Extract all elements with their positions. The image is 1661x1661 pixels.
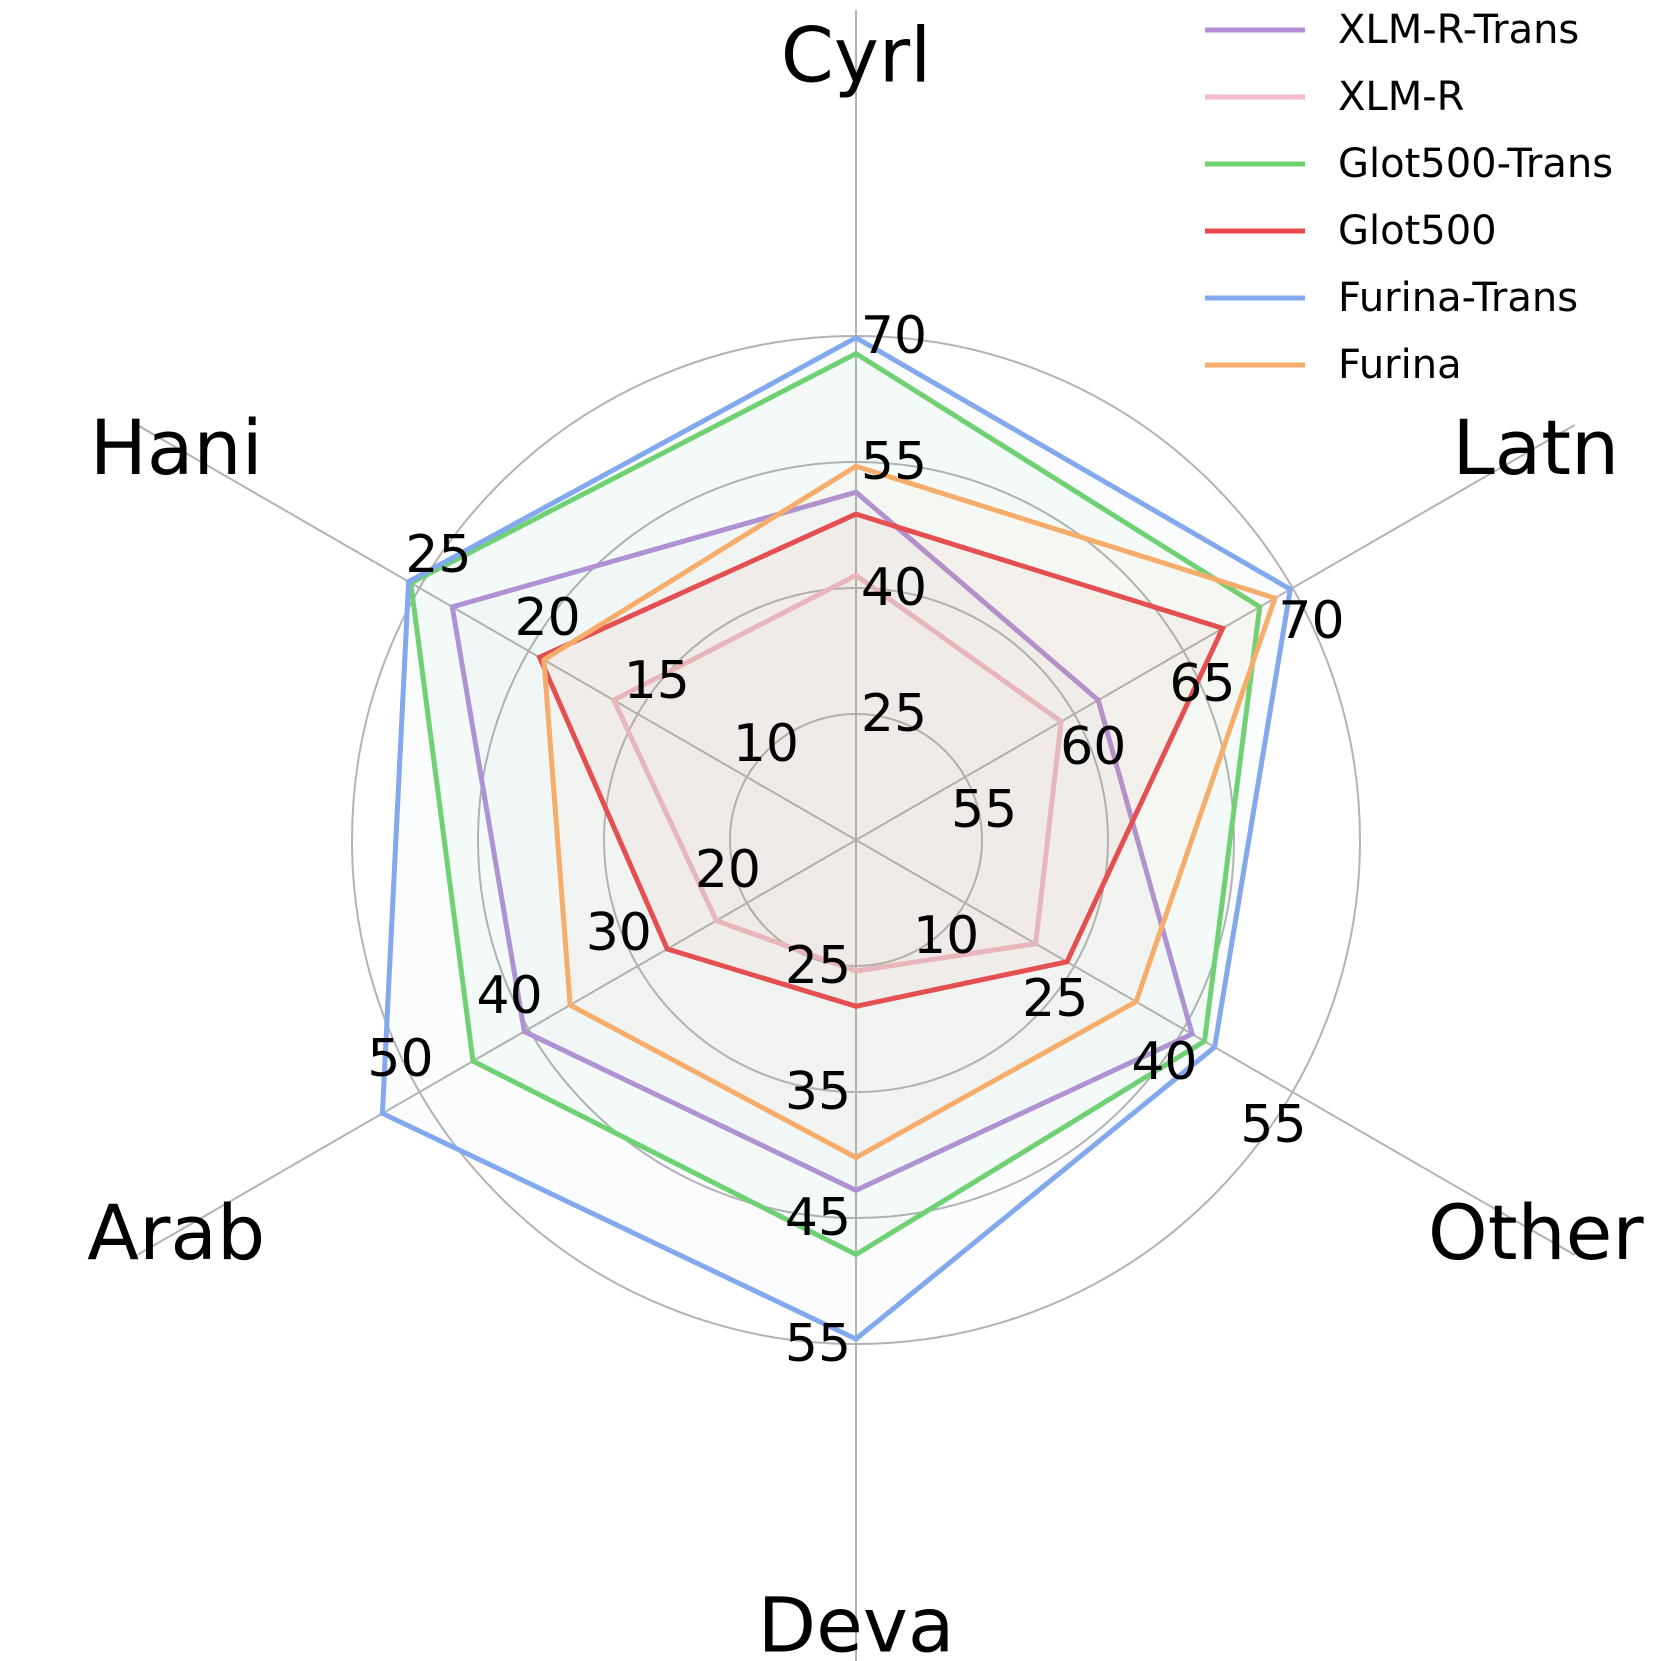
axis-title-hani: Hani [90,403,263,492]
tick-label: 35 [785,1062,851,1122]
tick-label: 40 [477,966,543,1026]
tick-label: 55 [951,780,1017,840]
series-area [379,334,1294,1342]
axis-spoke-latn [855,424,1576,841]
tick-label: 50 [367,1029,433,1089]
axis-title-deva: Deva [758,1581,955,1661]
tick-label: 25 [785,936,851,996]
tick-label: 20 [695,840,761,900]
tick-label: 55 [785,1314,851,1374]
grid [136,10,1576,1661]
axis-spoke-arab [136,839,857,1256]
tick-label: 25 [405,525,471,585]
axis-title-other: Other [1428,1188,1645,1277]
legend-label: Glot500 [1338,208,1497,254]
axis-title-cyrl: Cyrl [781,11,931,100]
tick-label: 70 [1278,591,1344,651]
axis-title-arab: Arab [87,1188,265,1277]
tick-label: 40 [861,558,927,618]
tick-label: 30 [586,903,652,963]
tick-labels: 25 40 55 70 55 60 65 70 10 25 40 55 25 35 45 55 20 30 40 50… [367,306,1344,1374]
tick-label: 25 [1022,969,1088,1029]
tick-label: 20 [515,588,581,648]
series-glot500 [536,511,1227,1009]
tick-label: 60 [1060,717,1126,777]
axis-title-latn: Latn [1452,403,1619,492]
series-xlm-r [610,572,1064,974]
legend-label: Furina [1338,342,1462,388]
tick-label: 70 [861,306,927,366]
tick-label: 10 [913,906,979,966]
tick-label: 25 [861,684,927,744]
tick-label: 55 [861,432,927,492]
tick-label: 15 [624,651,690,711]
tick-label: 45 [785,1188,851,1248]
legend-label: Glot500-Trans [1338,141,1613,187]
tick-label: 55 [1240,1095,1306,1155]
axis-titles: Cyrl Latn Other Deva Arab Hani [87,11,1644,1661]
tick-label: 65 [1169,654,1235,714]
legend: XLM-R-Trans XLM-R Glot500-Trans Glot500 Furi… [1205,7,1613,388]
legend-label: XLM-R-Trans [1338,7,1579,53]
series-xlm-r-trans [449,489,1196,1194]
legend-label: Furina-Trans [1338,275,1578,321]
axis-spoke-hani [136,424,857,841]
legend-label: XLM-R [1338,74,1464,120]
series-furina-trans [379,334,1294,1342]
series-furina [541,463,1279,1161]
tick-label: 40 [1131,1032,1197,1092]
tick-label: 10 [733,714,799,774]
